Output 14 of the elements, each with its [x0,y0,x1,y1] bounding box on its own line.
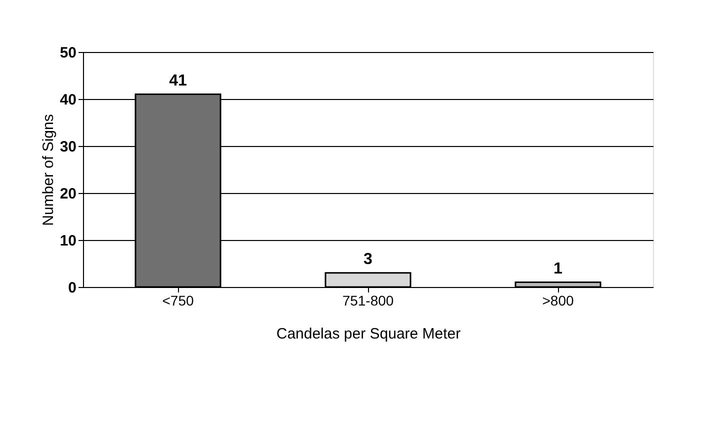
data-label: 3 [364,250,373,268]
x-tick-label: 751-800 [342,292,394,308]
y-tick-label: 10 [60,232,76,250]
y-axis-title: Number of Signs [40,114,57,226]
y-tick-label: 50 [60,44,76,62]
y-tick-label: 30 [60,138,76,156]
data-label: 41 [169,72,187,90]
x-tick-label: <750 [162,292,194,308]
x-axis-title: Candelas per Square Meter [276,326,461,342]
y-tick-label: 20 [60,186,76,202]
y-tick-label: 40 [60,92,76,108]
x-tick-label: >800 [542,292,574,308]
data-label: 1 [554,260,563,278]
y-tick-label: 0 [68,280,76,296]
